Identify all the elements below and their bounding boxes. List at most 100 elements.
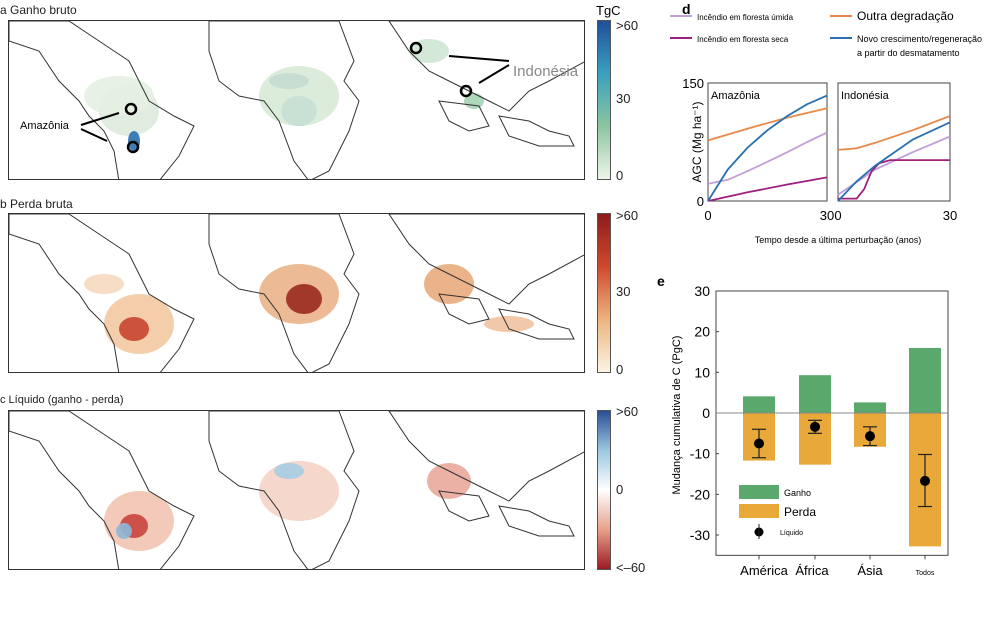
legend-label: Outra degradação (857, 9, 954, 23)
colorbar-tick: >60 (616, 18, 639, 33)
annotation-indonesia: Indonésia (513, 63, 579, 80)
x-tick-label: 30 (943, 208, 957, 223)
country-outline (498, 308, 575, 340)
data-patch (84, 76, 154, 116)
y-tick-label: 30 (694, 283, 710, 299)
x-tick-label: América (740, 563, 788, 578)
indonesia-pointer (448, 55, 510, 84)
y-tick-label: 150 (682, 76, 704, 91)
map-gross-gain (8, 20, 585, 180)
series-line (837, 121, 951, 202)
colorbar-tick: 30 (616, 284, 631, 299)
panel-c-title: c Líquido (ganho - perda) (0, 394, 124, 406)
country-outline (208, 21, 360, 179)
y-tick-label: -10 (690, 446, 710, 462)
country-outline (438, 490, 490, 522)
y-tick-label: 0 (697, 194, 704, 209)
x-tick-label: 0 (834, 208, 841, 223)
y-axis-label: AGC (Mg ha⁻¹) (690, 101, 704, 182)
legend-label: Ganho (784, 488, 811, 498)
country-outline (9, 214, 195, 372)
plot-frame (715, 290, 949, 556)
colorbar-loss (597, 213, 611, 373)
data-patch (116, 523, 132, 539)
colorbar-tick: 0 (616, 168, 624, 183)
country-outline (438, 293, 490, 325)
colorbar-unit: TgC (596, 3, 621, 18)
country-outline (208, 411, 360, 569)
data-patch (484, 316, 534, 332)
country-outline (388, 411, 584, 502)
legend-label: Perda (784, 505, 816, 519)
series-line (707, 94, 828, 202)
bar-gain (854, 402, 886, 413)
colorbar-tick: 30 (616, 91, 631, 106)
series-line (707, 131, 828, 185)
legend-label: a partir do desmatamento (857, 48, 960, 58)
bar-gain (909, 347, 941, 413)
colorbar-tick: 0 (616, 482, 624, 497)
country-outline (388, 214, 584, 305)
indonesia-marker (409, 41, 423, 55)
data-patch (274, 463, 304, 479)
legend-label: Incêndio em floresta úmida (697, 13, 794, 22)
x-tick-label: Ásia (857, 563, 883, 578)
y-tick-label: -20 (690, 486, 710, 502)
panel-e-chart: e 30 20 10 0 -10 -20 -30 América África Ásia Todos… (657, 273, 949, 578)
data-patch (84, 274, 124, 294)
data-patch (119, 317, 149, 341)
panel-e-label: e (657, 273, 665, 289)
net-point (865, 431, 875, 442)
country-outline (208, 214, 360, 372)
series-line (707, 107, 828, 142)
legend-label: Líquido (780, 530, 803, 537)
indonesia-marker (459, 84, 473, 98)
legend-label: Novo crescimento/regeneração (857, 34, 982, 44)
colorbar-tick: >60 (616, 208, 639, 223)
bar-gain (743, 396, 775, 413)
subplot-frame (707, 82, 828, 202)
y-tick-label: 10 (694, 364, 710, 380)
series-line (837, 135, 951, 196)
country-outline (388, 21, 584, 112)
data-patch (286, 284, 322, 314)
country-outline (498, 505, 575, 537)
y-tick-label: 0 (702, 405, 710, 421)
y-tick-label: 20 (694, 324, 710, 340)
series-line (838, 159, 950, 200)
colorbar-tick: 0 (616, 362, 624, 377)
x-tick-label: África (795, 563, 829, 578)
net-point (920, 475, 930, 486)
country-outline (9, 411, 195, 569)
map-net (8, 410, 585, 570)
country-outline (438, 100, 490, 132)
legend-swatch-loss (739, 504, 779, 518)
y-tick-label: -30 (690, 527, 710, 543)
map-gross-loss (8, 213, 585, 373)
panel-a-title: a Ganho bruto (0, 3, 77, 17)
country-outline (9, 21, 195, 179)
subplot-title: Amazônia (711, 90, 761, 102)
data-patch (427, 463, 471, 499)
x-tick-label: 30 (820, 208, 834, 223)
subplot-title: Indonésia (841, 90, 890, 102)
series-line (837, 115, 951, 151)
net-point (754, 438, 764, 449)
bar-gain (799, 375, 831, 413)
colorbar-tick: <–60 (616, 560, 646, 575)
panel-d-chart: d Incêndio em floresta úmida Incêndio em … (670, 1, 982, 245)
panel-b-title: b Perda bruta (0, 197, 73, 211)
x-tick-label: Todos (916, 570, 935, 577)
series-line (707, 176, 828, 202)
data-patch (424, 264, 474, 304)
colorbar-tick: >60 (616, 404, 639, 419)
colorbar-gain (597, 20, 611, 180)
colorbar-net (597, 410, 611, 570)
net-point (810, 421, 820, 432)
x-tick-label: 0 (704, 208, 711, 223)
legend-label: Incêndio em floresta seca (697, 35, 789, 44)
annotation-amazon: Amazônia (20, 120, 69, 132)
amazon-marker (126, 140, 140, 154)
x-axis-label: Tempo desde a última perturbação (anos) (755, 235, 922, 245)
